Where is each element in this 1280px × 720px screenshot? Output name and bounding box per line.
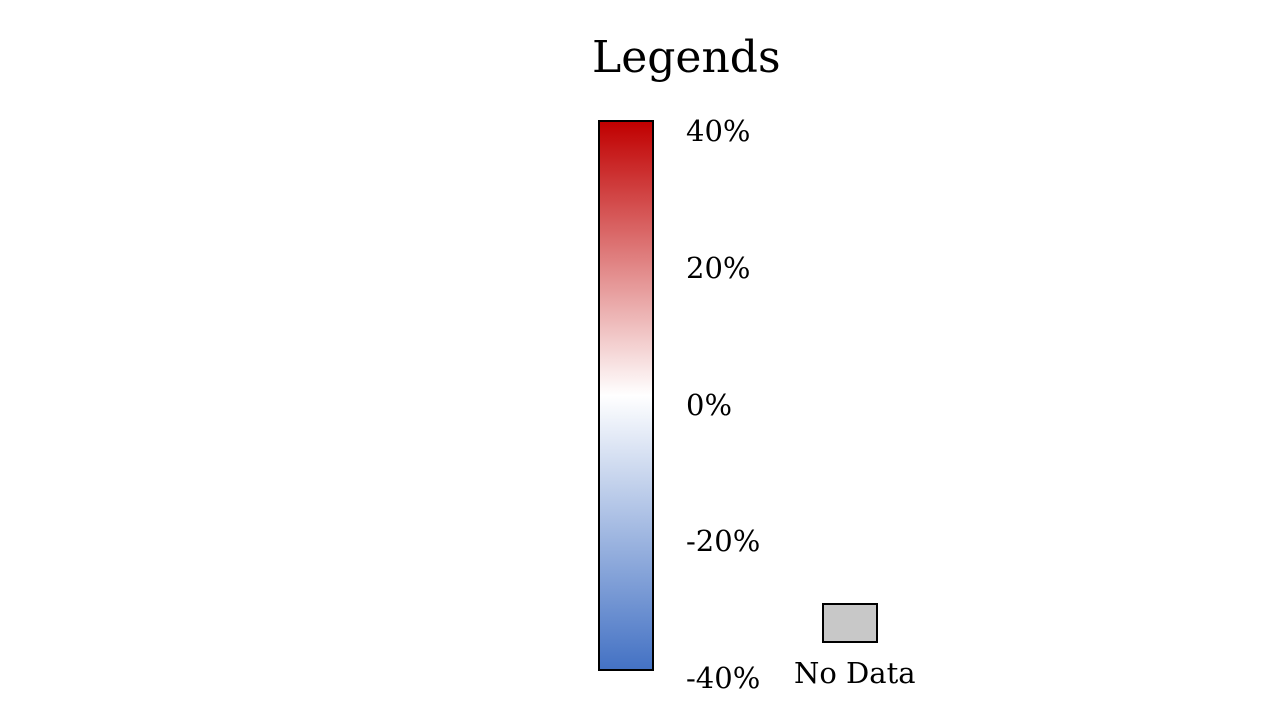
no-data-swatch	[822, 603, 878, 643]
colorbar-gradient	[598, 120, 654, 671]
no-data-label: No Data	[794, 656, 916, 690]
colorbar-tick-label: 40%	[686, 114, 751, 148]
colorbar-tick-label: -40%	[686, 661, 761, 695]
colorbar-tick-label: -20%	[686, 524, 761, 559]
legend-title: Legends	[592, 32, 781, 83]
colorbar-tick-label: 20%	[686, 250, 751, 285]
colorbar-tick-label: 0%	[686, 387, 733, 422]
